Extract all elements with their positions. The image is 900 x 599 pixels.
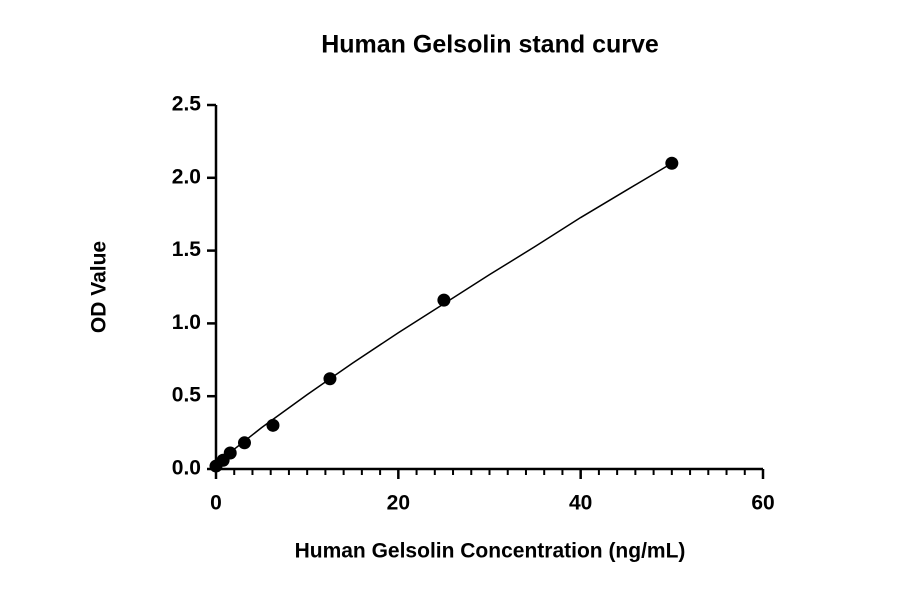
x-tick-label: 0	[210, 492, 222, 515]
data-point	[665, 156, 679, 170]
data-point	[266, 418, 280, 432]
data-point	[237, 436, 251, 450]
chart-title: Human Gelsolin stand curve	[321, 31, 659, 59]
y-tick-label: 1.5	[172, 238, 202, 261]
data-point	[223, 446, 237, 460]
data-point	[437, 293, 451, 307]
data-point	[323, 372, 337, 386]
fit-curve	[215, 162, 673, 467]
x-tick-label: 40	[569, 492, 592, 515]
x-axis-label: Human Gelsolin Concentration (ng/mL)	[295, 540, 686, 563]
y-tick-label: 0.5	[172, 384, 202, 407]
x-tick-label: 60	[751, 492, 774, 515]
y-tick-label: 0.0	[172, 457, 201, 480]
y-tick-label: 1.0	[172, 311, 201, 334]
y-tick-label: 2.5	[172, 93, 202, 116]
y-tick-label: 2.0	[172, 165, 201, 188]
x-tick-label: 20	[387, 492, 410, 515]
y-axis-label: OD Value	[88, 241, 111, 333]
